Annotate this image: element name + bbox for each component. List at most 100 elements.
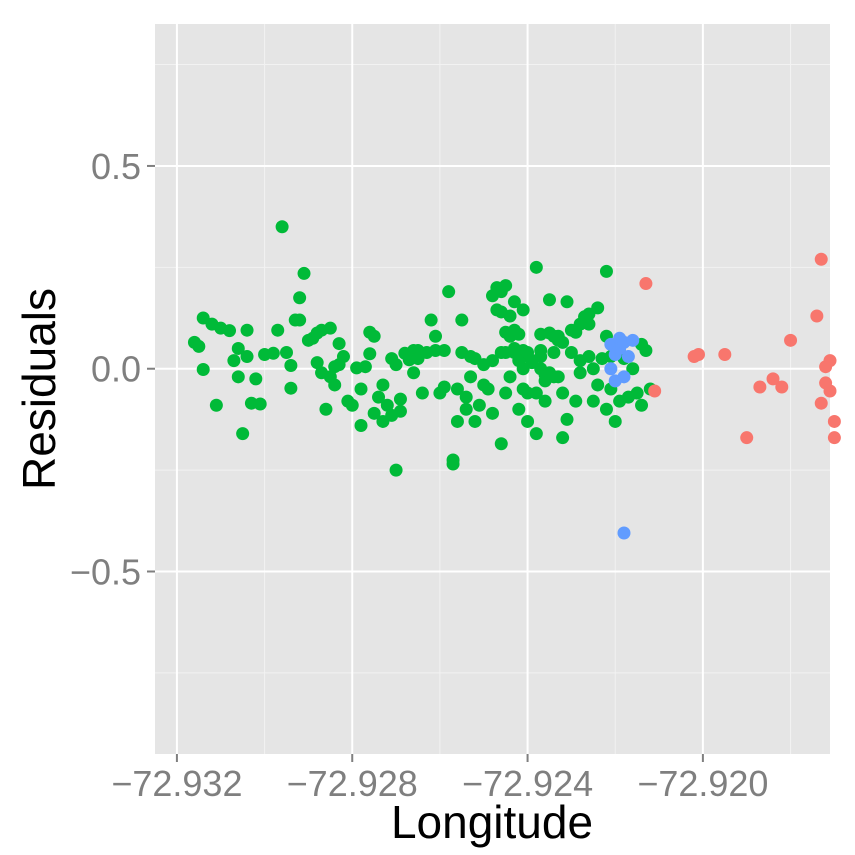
data-point xyxy=(534,343,548,357)
data-point xyxy=(332,337,346,351)
data-point xyxy=(389,463,403,477)
data-point xyxy=(323,321,337,335)
data-point xyxy=(499,279,513,293)
x-tick-label: −72.920 xyxy=(637,763,768,804)
data-point xyxy=(503,309,517,323)
data-point xyxy=(648,384,662,398)
data-point xyxy=(766,372,780,386)
data-point xyxy=(481,382,495,396)
data-point xyxy=(336,350,350,364)
data-point xyxy=(823,384,837,398)
data-point xyxy=(494,437,508,451)
data-point xyxy=(630,386,644,400)
data-point xyxy=(775,380,789,394)
data-point xyxy=(560,412,574,426)
y-axis-title: Residuals xyxy=(13,288,65,490)
data-point xyxy=(446,457,460,471)
data-point xyxy=(358,360,372,374)
data-point xyxy=(450,414,464,428)
data-point xyxy=(367,329,381,343)
data-point xyxy=(582,350,596,364)
data-point xyxy=(367,406,381,420)
data-point xyxy=(521,414,535,428)
data-point xyxy=(279,346,293,359)
data-point xyxy=(503,370,517,384)
data-point xyxy=(626,333,640,347)
data-point xyxy=(363,347,377,361)
data-point xyxy=(547,346,561,359)
data-point xyxy=(827,414,841,428)
data-point xyxy=(459,402,473,416)
data-point xyxy=(266,346,280,360)
data-point xyxy=(472,398,486,412)
data-point xyxy=(253,397,267,411)
data-point xyxy=(639,343,653,357)
data-point xyxy=(591,301,605,315)
data-point xyxy=(617,370,631,384)
data-point xyxy=(328,378,342,392)
data-point xyxy=(604,362,618,376)
data-point xyxy=(586,394,600,408)
data-point xyxy=(293,291,307,305)
data-point xyxy=(240,323,254,337)
data-point xyxy=(753,380,767,394)
y-tick-label: 0.0 xyxy=(91,349,141,390)
data-point xyxy=(626,362,640,376)
data-point xyxy=(437,343,451,357)
data-point xyxy=(354,382,368,396)
data-point xyxy=(599,264,613,278)
data-point xyxy=(814,396,828,410)
data-point xyxy=(784,333,798,347)
data-point xyxy=(310,356,324,370)
data-point xyxy=(556,335,570,349)
data-point xyxy=(464,370,478,384)
data-point xyxy=(271,323,285,337)
data-point xyxy=(293,313,307,327)
data-point xyxy=(827,431,841,445)
data-point xyxy=(538,394,552,408)
data-point xyxy=(529,260,543,274)
data-point xyxy=(542,293,556,307)
data-point xyxy=(223,324,237,338)
data-point xyxy=(319,402,333,416)
y-tick-label: 0.5 xyxy=(91,146,141,187)
data-point xyxy=(560,295,574,309)
data-point xyxy=(442,285,456,299)
data-point xyxy=(345,398,359,412)
data-point xyxy=(564,346,578,359)
data-point xyxy=(415,386,429,400)
data-point xyxy=(516,303,530,317)
data-point xyxy=(591,378,605,392)
data-point xyxy=(284,358,298,372)
data-point xyxy=(608,414,622,428)
data-point xyxy=(424,313,438,327)
data-point xyxy=(621,350,635,364)
x-axis-title: Longitude xyxy=(391,796,593,848)
data-point xyxy=(573,366,587,380)
data-point xyxy=(810,309,824,323)
data-point xyxy=(437,380,451,394)
data-point xyxy=(573,317,587,331)
data-point xyxy=(209,398,223,412)
x-tick-label: −72.932 xyxy=(111,763,242,804)
data-point xyxy=(512,354,526,368)
x-tick-label: −72.924 xyxy=(462,763,593,804)
data-point xyxy=(236,427,250,441)
data-point xyxy=(468,414,482,428)
data-point xyxy=(231,341,245,355)
data-point xyxy=(635,398,649,412)
data-point xyxy=(586,362,600,376)
data-point xyxy=(429,329,443,343)
data-point xyxy=(740,431,754,445)
data-point xyxy=(718,348,732,362)
data-point xyxy=(380,398,394,412)
data-point xyxy=(376,378,390,392)
data-point xyxy=(556,431,570,445)
data-point xyxy=(529,427,543,441)
data-point xyxy=(499,386,513,400)
data-point xyxy=(814,252,828,266)
data-point xyxy=(617,526,631,540)
data-point xyxy=(192,339,206,353)
data-point xyxy=(450,382,464,396)
